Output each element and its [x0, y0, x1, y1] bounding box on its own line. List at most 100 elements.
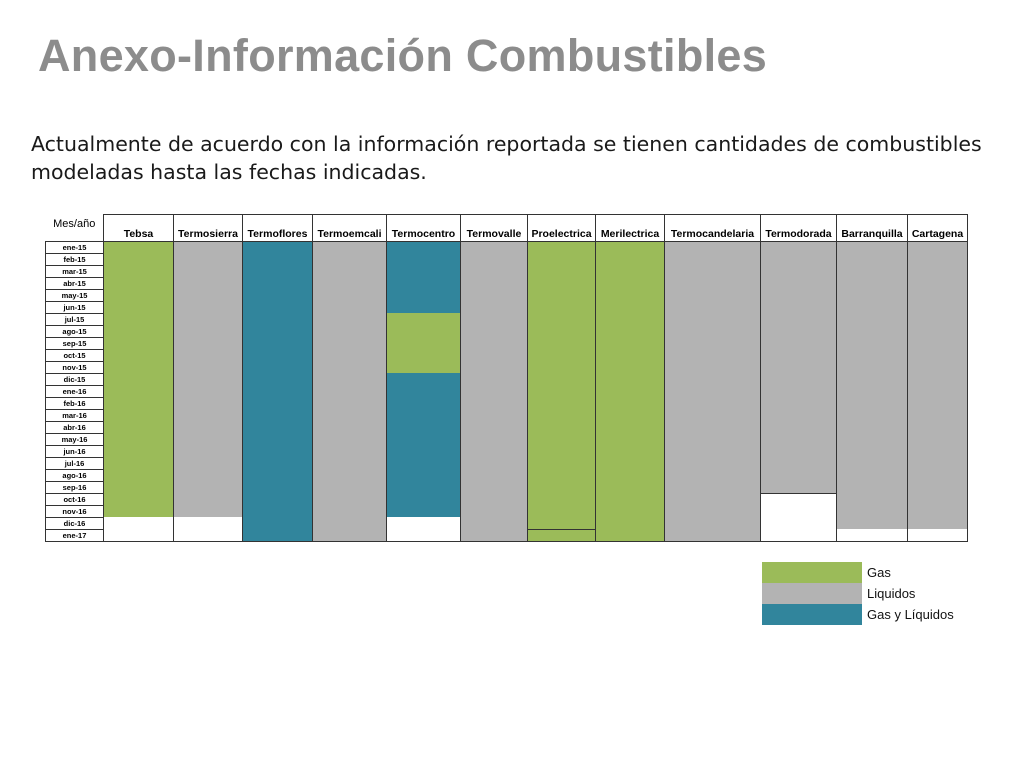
fuel-cell — [312, 421, 387, 433]
month-label: dic-16 — [45, 516, 104, 530]
fuel-cell — [103, 445, 174, 457]
fuel-cell — [664, 433, 761, 445]
fuel-cell — [664, 517, 761, 529]
fuel-cell — [907, 469, 968, 481]
fuel-cell — [836, 493, 908, 505]
fuel-cell — [460, 253, 528, 265]
table-row: mar-16 — [45, 408, 968, 422]
fuel-cell — [527, 337, 596, 349]
fuel-cell — [527, 301, 596, 313]
fuel-cell — [760, 529, 837, 542]
fuel-cell — [242, 277, 313, 289]
fuel-cell — [386, 277, 461, 289]
fuel-cell — [836, 325, 908, 337]
fuel-cell — [242, 481, 313, 493]
fuel-cell — [460, 505, 528, 517]
fuel-cell — [103, 421, 174, 433]
month-label: abr-16 — [45, 420, 104, 434]
table-row: ago-16 — [45, 468, 968, 482]
fuel-cell — [907, 241, 968, 253]
fuel-cell — [907, 253, 968, 265]
table-row: sep-15 — [45, 336, 968, 350]
fuel-cell — [242, 385, 313, 397]
fuel-cell — [595, 517, 665, 529]
fuel-cell — [760, 349, 837, 361]
fuel-cell — [760, 277, 837, 289]
fuel-cell — [173, 421, 243, 433]
fuel-cell — [836, 433, 908, 445]
fuel-cell — [907, 493, 968, 505]
table-row: nov-15 — [45, 360, 968, 374]
fuel-cell — [760, 433, 837, 445]
fuel-cell — [312, 253, 387, 265]
fuel-cell — [595, 397, 665, 409]
fuel-cell — [527, 517, 596, 529]
fuel-cell — [103, 385, 174, 397]
plant-header: Termocandelaria — [664, 214, 761, 242]
fuel-cell — [386, 397, 461, 409]
fuel-cell — [664, 325, 761, 337]
fuel-cell — [173, 529, 243, 542]
fuel-cell — [595, 409, 665, 421]
fuel-cell — [907, 385, 968, 397]
fuel-cell — [595, 361, 665, 373]
fuel-cell — [460, 457, 528, 469]
fuel-cell — [312, 481, 387, 493]
fuel-cell — [595, 277, 665, 289]
table-header-row: Mes/año Tebsa Termosierra Termoflores Termo… — [45, 214, 968, 242]
fuel-cell — [664, 529, 761, 542]
fuel-cell — [242, 517, 313, 529]
fuel-cell — [312, 445, 387, 457]
fuel-cell — [173, 469, 243, 481]
legend-label: Liquidos — [867, 586, 916, 601]
fuel-cell — [907, 313, 968, 325]
description-text: Actualmente de acuerdo con la informació… — [31, 132, 982, 184]
fuel-cell — [242, 361, 313, 373]
fuel-cell — [242, 289, 313, 301]
table-row: ene-17 — [45, 528, 968, 542]
fuel-cell — [242, 241, 313, 253]
fuel-cell — [664, 241, 761, 253]
fuel-cell — [595, 445, 665, 457]
fuel-cell — [664, 289, 761, 301]
fuel-cell — [527, 457, 596, 469]
fuel-cell — [103, 433, 174, 445]
plant-header: Barranquilla — [836, 214, 908, 242]
fuel-cell — [836, 469, 908, 481]
fuel-cell — [386, 301, 461, 313]
fuel-cell — [242, 349, 313, 361]
fuel-cell — [760, 397, 837, 409]
fuel-cell — [595, 313, 665, 325]
fuel-cell — [836, 337, 908, 349]
fuel-cell — [242, 505, 313, 517]
fuel-cell — [103, 301, 174, 313]
table-row: may-16 — [45, 432, 968, 446]
fuel-cell — [386, 373, 461, 385]
fuel-cell — [760, 241, 837, 253]
month-label: ene-15 — [45, 240, 104, 254]
fuel-cell — [836, 373, 908, 385]
fuel-cell — [836, 301, 908, 313]
fuel-cell — [527, 409, 596, 421]
fuel-cell — [664, 409, 761, 421]
fuel-cell — [312, 409, 387, 421]
page-title: Anexo-Información Combustibles — [38, 30, 768, 81]
fuel-cell — [173, 493, 243, 505]
fuel-cell — [312, 349, 387, 361]
fuel-cell — [760, 337, 837, 349]
legend-swatch — [762, 562, 863, 583]
fuel-cell — [836, 277, 908, 289]
table-row: oct-16 — [45, 492, 968, 506]
month-label: sep-16 — [45, 480, 104, 494]
month-label: sep-15 — [45, 336, 104, 350]
fuel-cell — [312, 397, 387, 409]
table-row: abr-16 — [45, 420, 968, 434]
fuel-cell — [312, 361, 387, 373]
fuel-cell — [460, 349, 528, 361]
fuel-cell — [527, 469, 596, 481]
plant-header: Proelectrica — [527, 214, 596, 242]
fuel-cell — [312, 325, 387, 337]
fuel-cell — [312, 373, 387, 385]
fuel-cell — [760, 373, 837, 385]
fuel-cell — [460, 445, 528, 457]
